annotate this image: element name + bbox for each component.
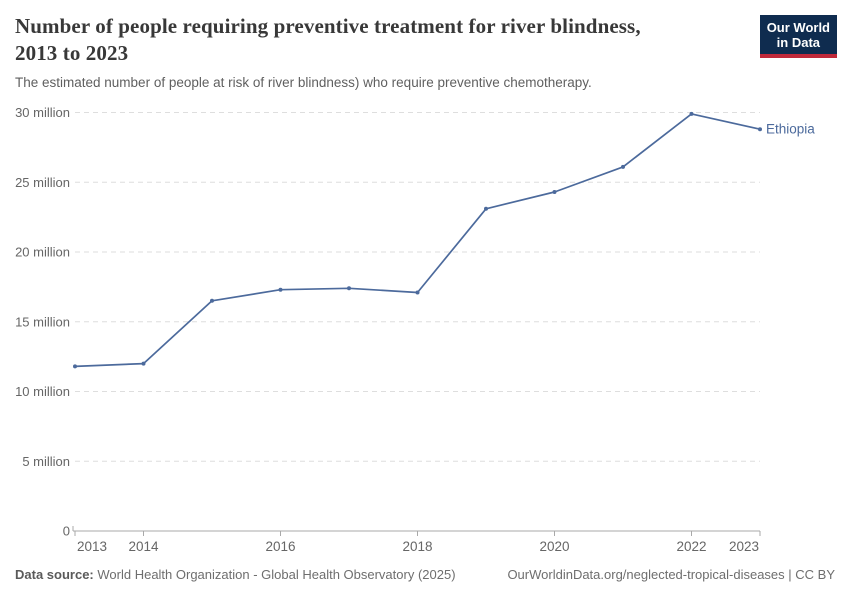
data-point	[141, 361, 146, 366]
attribution-link[interactable]: OurWorldinData.org/neglected-tropical-di…	[507, 567, 835, 582]
data-point	[484, 206, 488, 211]
y-tick-label: 20 million	[15, 245, 70, 260]
chart-subtitle: The estimated number of people at risk o…	[15, 75, 592, 90]
data-point	[73, 364, 77, 369]
x-tick-label: 2022	[676, 539, 706, 554]
y-tick-label: 30 million	[15, 105, 70, 120]
y-tick-label: 15 million	[15, 314, 70, 329]
data-point	[210, 298, 214, 303]
x-tick-label: 2023	[729, 539, 759, 554]
data-source-label: Data source:	[15, 567, 94, 582]
y-tick-label: 0	[63, 524, 70, 539]
owid-logo[interactable]: Our World in Data	[759, 15, 837, 58]
y-tick-label: 5 million	[22, 454, 70, 469]
x-tick-label: 2013	[77, 539, 107, 554]
y-tick-label: 25 million	[15, 175, 70, 190]
data-point	[347, 286, 351, 291]
logo-line-1: Our World	[766, 20, 830, 35]
title-line-1: Number of people requiring preventive tr…	[15, 14, 641, 38]
x-tick-label: 2020	[539, 539, 569, 554]
page-title: Number of people requiring preventive tr…	[15, 13, 641, 67]
data-point	[278, 287, 283, 292]
x-tick-label: 2018	[402, 539, 432, 554]
x-tick-label: 2016	[265, 539, 295, 554]
data-point	[689, 111, 694, 116]
data-point	[415, 290, 420, 295]
logo-line-2: in Data	[776, 35, 821, 50]
data-source-value: World Health Organization - Global Healt…	[97, 567, 456, 582]
chart-footer: Data source: World Health Organization -…	[15, 567, 835, 582]
chart-svg: 0 5 million 10 million 15 million 20 million…	[15, 105, 815, 554]
series-label-ethiopia[interactable]: Ethiopia	[766, 122, 815, 137]
data-point	[621, 164, 625, 169]
data-source: Data source: World Health Organization -…	[15, 567, 456, 582]
x-tick-label: 2014	[128, 539, 159, 554]
y-tick-label: 10 million	[15, 384, 70, 399]
data-point	[552, 190, 557, 194]
data-point	[758, 127, 762, 132]
title-line-2: 2013 to 2023	[15, 41, 129, 65]
series-line-ethiopia	[74, 113, 761, 368]
